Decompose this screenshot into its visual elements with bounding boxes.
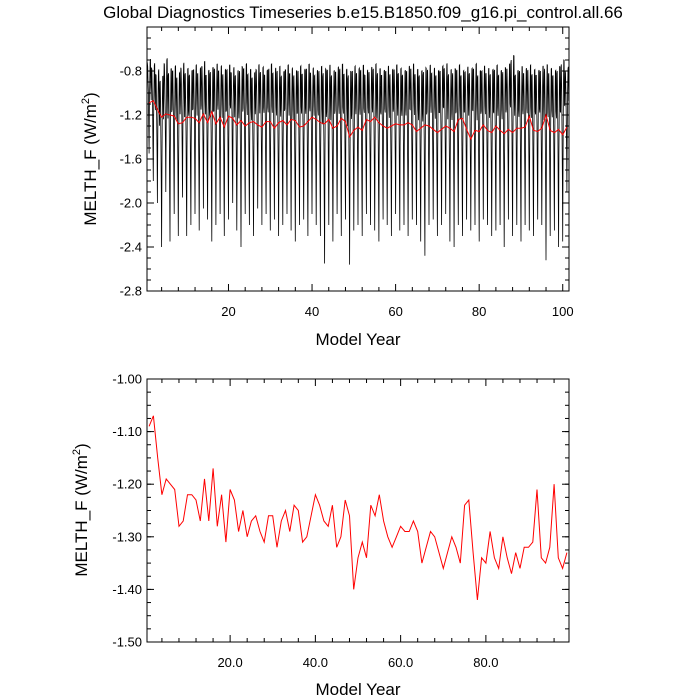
top-xtick-label: 100 <box>552 304 574 319</box>
top-xaxis-label: Model Year <box>315 330 400 349</box>
top-ytick-label: -2.8 <box>120 284 142 299</box>
bottom-ytick-label: -1.00 <box>112 372 142 387</box>
bottom-yaxis-label: MELTH_F (W/m2) <box>71 443 91 576</box>
bottom-yaxis-label-main: MELTH_F (W/m <box>72 455 91 577</box>
bottom-xtick-label: 60.0 <box>388 655 413 670</box>
top-ticks: 20 40 60 80 100 -2.8 -2.4 -2.0 -1.6 -1.2 -0.8 <box>120 26 574 319</box>
top-ytick-label: -1.6 <box>120 152 142 167</box>
top-panel: 20 40 60 80 100 -2.8 -2.4 -2.0 -1.6 -1.2 -0.8 Mode… <box>80 26 574 349</box>
bottom-ytick-label: -1.30 <box>112 529 142 544</box>
bottom-xtick-label: 80.0 <box>473 655 498 670</box>
bottom-yaxis-label-close: ) <box>72 443 91 449</box>
bottom-xtick-label: 20.0 <box>217 655 242 670</box>
top-xtick-label: 20 <box>221 304 235 319</box>
bottom-data-layer <box>148 415 568 600</box>
bottom-xtick-label: 40.0 <box>303 655 328 670</box>
top-ytick-label: -0.8 <box>120 64 142 79</box>
bottom-plot-frame <box>146 378 570 643</box>
top-yaxis-label: MELTH_F (W/m2) <box>80 92 100 225</box>
top-xtick-label: 80 <box>472 304 486 319</box>
bottom-ticks: 20.0 40.0 60.0 80.0 -1.50 -1.40 -1.30 -1.20 -1.1… <box>112 372 569 670</box>
bottom-yaxis-label-sup: 2 <box>71 449 83 455</box>
bottom-ytick-label: -1.40 <box>112 582 142 597</box>
bottom-ytick-label: -1.10 <box>112 424 142 439</box>
bottom-annual-series-line <box>148 415 568 600</box>
top-xtick-label: 60 <box>388 304 402 319</box>
bottom-panel: 20.0 40.0 60.0 80.0 -1.50 -1.40 -1.30 -1.20 -1.1… <box>71 372 570 699</box>
top-ytick-label: -1.2 <box>120 108 142 123</box>
bottom-ytick-label: -1.50 <box>112 635 142 650</box>
top-xtick-label: 40 <box>305 304 319 319</box>
top-annual-series-line <box>148 100 568 141</box>
top-yaxis-label-close: ) <box>81 92 100 98</box>
monthly-series-line <box>146 54 570 265</box>
top-data-layer <box>146 54 570 265</box>
bottom-ytick-label: -1.20 <box>112 477 142 492</box>
top-ytick-label: -2.4 <box>120 240 142 255</box>
top-ytick-label: -2.0 <box>120 196 142 211</box>
bottom-xaxis-label: Model Year <box>315 680 400 699</box>
top-yaxis-label-main: MELTH_F (W/m <box>81 104 100 226</box>
top-yaxis-label-sup: 2 <box>80 98 92 104</box>
chart-title: Global Diagnostics Timeseries b.e15.B185… <box>103 3 623 22</box>
